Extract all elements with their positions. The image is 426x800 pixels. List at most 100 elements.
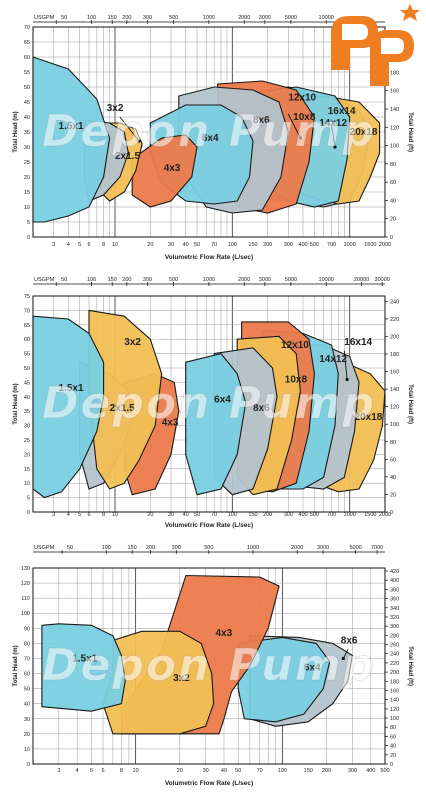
pump-label-group: 4x3 [215, 628, 232, 639]
y2-tick-label: 320 [390, 615, 399, 621]
x-tick-label: 100 [278, 768, 287, 774]
x-tick-label: 1000 [344, 512, 356, 518]
y-axis-right: 0 20 40 60 80 100 120 140 160 180 Total Head (ft) [385, 70, 413, 241]
pump-curve-3x2 [88, 309, 163, 490]
x-tick-label: 70 [257, 768, 263, 774]
y2-axis-title: Total Head (ft) [407, 112, 413, 152]
x-tick-label: 4 [67, 512, 70, 518]
pump-label: 2x1.5 [110, 403, 135, 414]
pump-label-group: 3x2 [124, 337, 141, 348]
x-tick-label: 150 [248, 512, 257, 518]
y-tick-label: 10 [24, 205, 30, 211]
y2-tick-label: 0 [390, 510, 393, 516]
usgpm-scale: USGPM 50 100 150 200 300 500 1000 2000 3000 5000 10… [33, 15, 385, 24]
y2-tick-label: 40 [390, 744, 396, 750]
x-axis-title: Volumetric Flow Rate (L/sec) [165, 254, 253, 261]
pump-label-group: 14x12 [319, 118, 347, 129]
x-tick-label: 500 [380, 768, 389, 774]
pump-label-group: 12x10 [281, 340, 309, 351]
y-axis-title: Total Head (m) [13, 383, 19, 424]
y2-tick-label: 180 [390, 679, 399, 685]
pump-label-group: 16x14 [343, 337, 373, 382]
x-tick-label: 200 [322, 768, 331, 774]
pump-label: 16x14 [344, 337, 372, 348]
usgpm-scale: USGPM 50 100 150 200 300 500 1000 2000 3000 5000 70… [33, 545, 385, 554]
x-tick-label: 3 [52, 242, 55, 248]
pump-label: 4x3 [164, 163, 181, 174]
y-tick-label: 30 [24, 145, 30, 151]
y-tick-label: 90 [24, 626, 30, 632]
pump-label-group: 6x4 [304, 663, 321, 674]
y-tick-label: 100 [21, 611, 30, 617]
usgpm-tick-label: 30000 [375, 277, 390, 283]
usgpm-tick-label: 3000 [317, 545, 329, 551]
y-tick-label: 40 [24, 702, 30, 708]
x-tick-label: 50 [235, 768, 241, 774]
y-tick-label: 50 [24, 687, 30, 693]
pump-label-group: 20x18 [350, 127, 378, 138]
y2-tick-label: 60 [390, 457, 396, 463]
usgpm-tick-label: 20000 [354, 277, 369, 283]
y-tick-label: 10 [24, 747, 30, 753]
y2-tick-label: 140 [390, 698, 399, 704]
y-tick-label: 55 [24, 70, 30, 76]
y2-tick-label: 20 [390, 492, 396, 498]
x-tick-label: 300 [284, 242, 293, 248]
usgpm-tick-label: 100 [87, 277, 96, 283]
y2-tick-label: 140 [390, 107, 399, 113]
usgpm-tick-label: 50 [61, 15, 67, 21]
pump-label: 1.5x1 [59, 383, 84, 394]
pump-curve-1-5x1 [32, 56, 111, 223]
y-tick-label: 15 [24, 190, 30, 196]
x-tick-label: 400 [298, 242, 307, 248]
y-tick-label: 20 [24, 732, 30, 738]
y2-tick-label: 40 [390, 475, 396, 481]
usgpm-tick-label: 500 [169, 15, 178, 21]
x-tick-label: 300 [348, 768, 357, 774]
y-axis-right: 0 20 40 60 80 100 120 140 160 180 200 220 240 260 280 3… [385, 569, 413, 768]
y-tick-label: 5 [27, 496, 30, 502]
usgpm-tick-label: 5000 [285, 15, 297, 21]
x-tick-label: 200 [263, 242, 272, 248]
y-tick-label: 25 [24, 438, 30, 444]
watermark: Depon Pump [42, 378, 376, 429]
x-tick-label: 3 [57, 768, 60, 774]
x-tick-label: 1000 [344, 242, 356, 248]
y-tick-label: 30 [24, 424, 30, 430]
x-tick-label: 5 [90, 768, 93, 774]
pump-label-group: 3x2 [173, 673, 190, 684]
y2-tick-label: 120 [390, 707, 399, 713]
pump-area [185, 352, 247, 496]
x-tick-label: 6 [102, 768, 105, 774]
x-tick-label: 10 [112, 242, 118, 248]
x-tick-label: 8 [102, 242, 105, 248]
usgpm-tick-label: 1000 [203, 15, 215, 21]
y-tick-label: 25 [24, 160, 30, 166]
y2-tick-label: 400 [390, 578, 399, 584]
y-tick-label: 40 [24, 395, 30, 401]
pump-label: 1.5x1 [59, 121, 84, 132]
usgpm-tick-label: 150 [127, 545, 136, 551]
pump-label: 6x4 [304, 663, 321, 674]
pump-label-group: 14x12 [319, 354, 347, 365]
usgpm-tick-label: 3000 [259, 15, 271, 21]
usgpm-tick-label: 150 [108, 15, 117, 21]
y2-tick-label: 240 [390, 299, 399, 305]
pump-label-group: 2x1.5 [110, 403, 135, 414]
usgpm-tick-label: 10000 [319, 15, 334, 21]
usgpm-tick-label: 300 [143, 15, 152, 21]
x-axis: 3 4 5 6 8 10 20 30 40 50 70 100 150 200 300 400 500 Volum… [57, 768, 389, 787]
usgpm-tick-label: 50 [61, 277, 67, 283]
x-tick-label: 30 [168, 242, 174, 248]
usgpm-scale: USGPM 50 100 150 200 300 500 1000 2000 3000 5000 10… [33, 277, 390, 286]
x-tick-label: 400 [366, 768, 375, 774]
pump-label: 12x10 [281, 340, 309, 351]
y2-tick-label: 360 [390, 597, 399, 603]
usgpm-tick-label: 100 [102, 545, 111, 551]
pump-area [41, 623, 126, 712]
pump-label-group: 1.5x1 [72, 653, 97, 664]
usgpm-tick-label: 1000 [203, 277, 215, 283]
usgpm-tick-label: 200 [122, 15, 131, 21]
y-tick-label: 60 [24, 672, 30, 678]
